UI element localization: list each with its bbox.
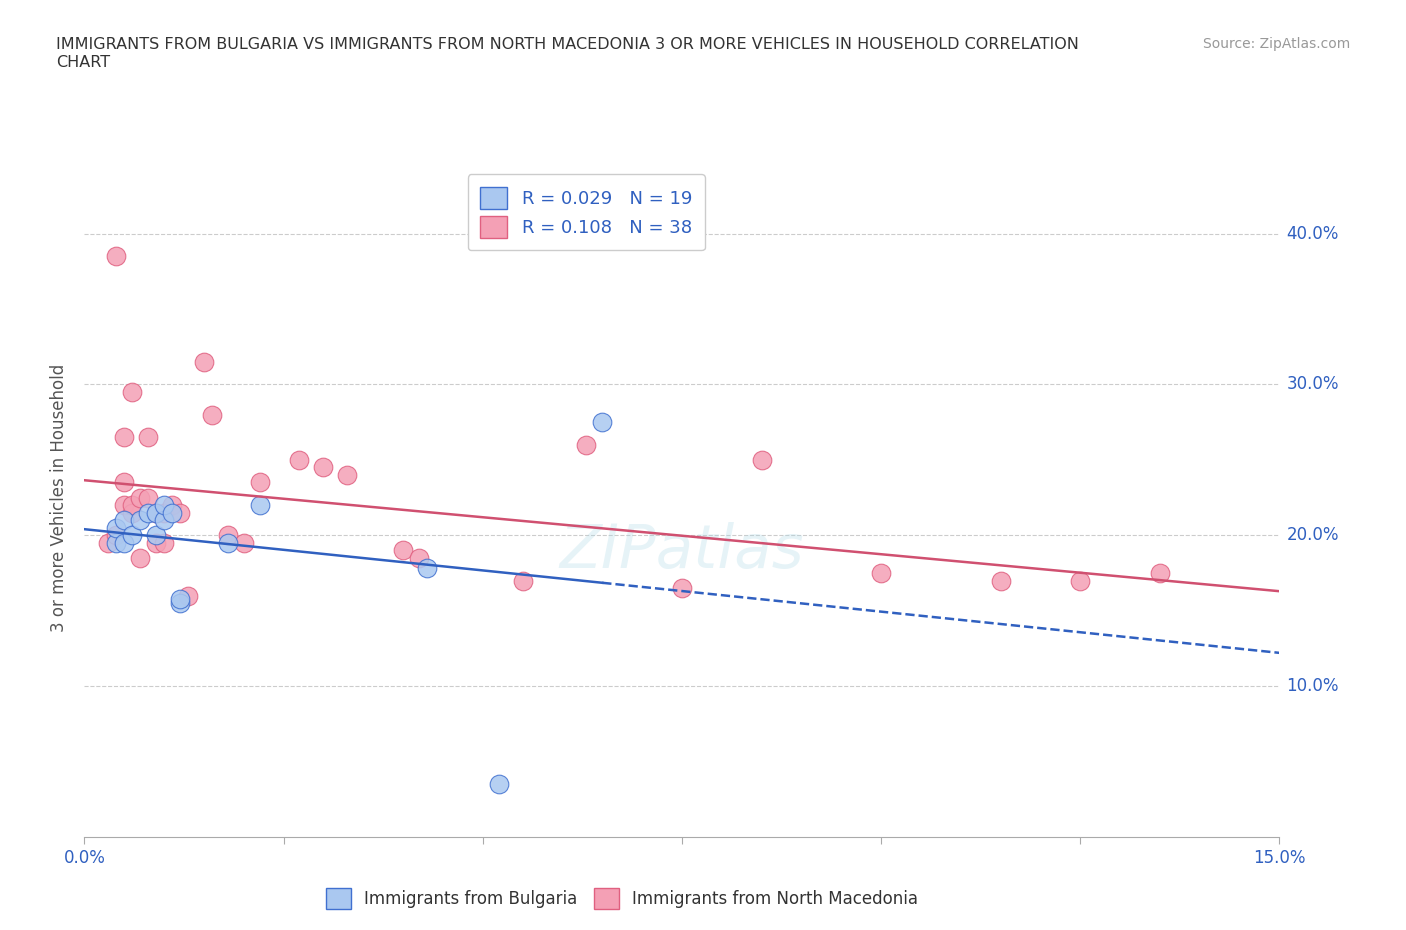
Point [136, 505, 159, 520]
Point [336, 468, 359, 483]
Point [591, 415, 613, 430]
Point [112, 512, 135, 527]
Point [145, 505, 167, 520]
Text: IMMIGRANTS FROM BULGARIA VS IMMIGRANTS FROM NORTH MACEDONIA 3 OR MORE VEHICLES I: IMMIGRANTS FROM BULGARIA VS IMMIGRANTS F… [56, 37, 1080, 70]
Point [1149, 565, 1171, 580]
Point [145, 528, 167, 543]
Point [249, 475, 271, 490]
Point [169, 591, 191, 606]
Point [112, 536, 135, 551]
Point [129, 551, 152, 565]
Point [153, 536, 176, 551]
Point [105, 528, 128, 543]
Point [512, 573, 534, 588]
Point [105, 248, 128, 263]
Point [249, 498, 271, 512]
Point [160, 505, 183, 520]
Point [129, 512, 152, 527]
Point [671, 580, 693, 595]
Point [392, 543, 415, 558]
Point [312, 460, 335, 475]
Point [575, 437, 598, 452]
Point [121, 528, 143, 543]
Text: 10.0%: 10.0% [1286, 677, 1339, 695]
Text: 30.0%: 30.0% [1286, 376, 1339, 393]
Point [1069, 573, 1091, 588]
Point [121, 505, 143, 520]
Y-axis label: 3 or more Vehicles in Household: 3 or more Vehicles in Household [51, 364, 69, 631]
Point [129, 490, 152, 505]
Point [105, 536, 128, 551]
Point [488, 777, 510, 791]
Point [112, 430, 135, 445]
Point [136, 490, 159, 505]
Point [217, 536, 239, 551]
Point [160, 498, 183, 512]
Point [232, 536, 254, 551]
Legend: Immigrants from Bulgaria, Immigrants from North Macedonia: Immigrants from Bulgaria, Immigrants fro… [318, 880, 927, 917]
Point [112, 498, 135, 512]
Point [169, 596, 191, 611]
Point [153, 505, 176, 520]
Point [105, 520, 128, 535]
Point [990, 573, 1012, 588]
Point [169, 505, 191, 520]
Point [153, 498, 176, 512]
Point [870, 565, 893, 580]
Text: Source: ZipAtlas.com: Source: ZipAtlas.com [1202, 37, 1350, 51]
Point [416, 561, 439, 576]
Point [153, 512, 176, 527]
Point [145, 536, 167, 551]
Point [193, 354, 215, 369]
Point [121, 498, 143, 512]
Point [201, 407, 224, 422]
Point [121, 384, 143, 399]
Point [97, 536, 120, 551]
Text: 20.0%: 20.0% [1286, 526, 1339, 544]
Point [408, 551, 430, 565]
Point [217, 528, 239, 543]
Point [288, 452, 311, 467]
Text: 40.0%: 40.0% [1286, 224, 1339, 243]
Point [145, 505, 167, 520]
Text: ZIPatlas: ZIPatlas [560, 523, 804, 581]
Point [112, 475, 135, 490]
Point [177, 588, 200, 603]
Point [136, 430, 159, 445]
Point [751, 452, 773, 467]
